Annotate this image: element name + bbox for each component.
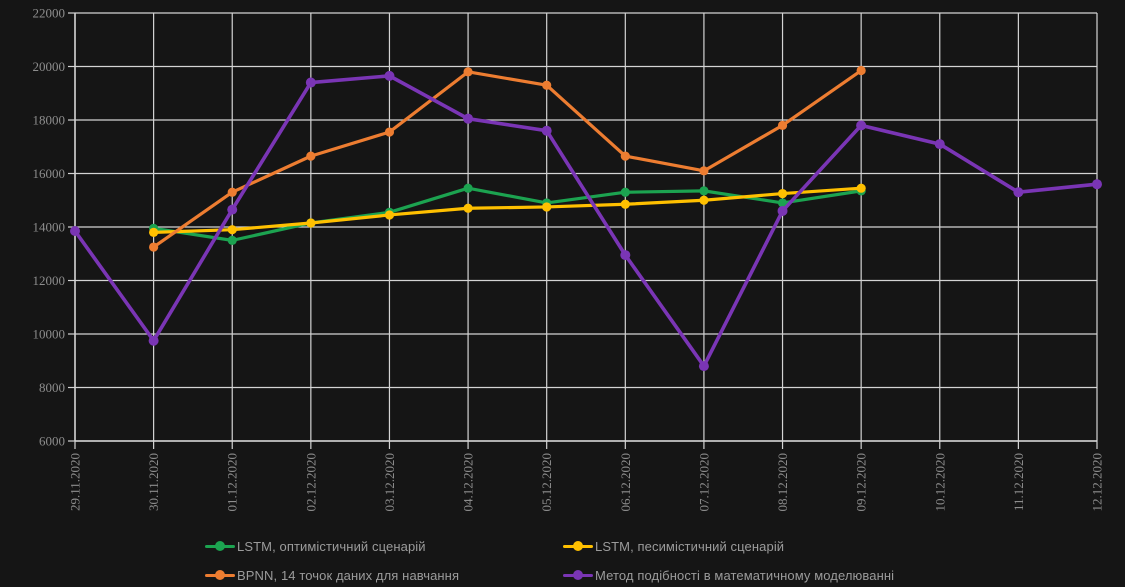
data-point-marker [856, 183, 866, 193]
x-axis-label: 30.11.2020 [146, 453, 161, 511]
data-point-marker [698, 361, 709, 372]
y-axis-label: 8000 [39, 380, 65, 395]
data-point-marker [699, 195, 709, 205]
x-axis-label: 01.12.2020 [225, 453, 240, 512]
x-axis-label: 07.12.2020 [696, 453, 711, 512]
x-axis-label: 04.12.2020 [461, 453, 476, 512]
line-chart-canvas: 6000 8000 10000 12000 14000 16000 18000 20000 22… [33, 6, 1105, 512]
data-point-marker [1092, 179, 1102, 190]
data-point-marker [856, 65, 866, 76]
y-axis-label: 14000 [33, 220, 66, 235]
data-point-marker [149, 227, 159, 237]
data-point-marker [227, 204, 238, 215]
data-point-marker [620, 187, 630, 197]
data-point-marker [777, 120, 788, 130]
legend-label: Метод подібності в математичному моделюв… [595, 567, 895, 583]
series-line-3 [73, 74, 1099, 368]
data-point-marker [384, 210, 395, 220]
data-point-marker [777, 205, 788, 216]
data-point-marker [463, 203, 473, 213]
data-point-marker [542, 80, 552, 90]
y-axis-label: 10000 [33, 327, 66, 342]
data-point-marker [149, 242, 159, 252]
legend-item-2: BPNN, 14 точок даних для навчання [205, 564, 563, 586]
data-point-marker [384, 70, 395, 81]
data-point-marker [620, 199, 630, 209]
x-axis-label: 29.11.2020 [68, 453, 83, 511]
x-axis-label: 12.12.2020 [1090, 453, 1105, 512]
data-point-marker [227, 225, 237, 235]
data-point-marker [777, 198, 788, 208]
series-line-2 [152, 68, 863, 249]
data-point-marker [306, 151, 316, 161]
x-axis-label: 06.12.2020 [618, 453, 633, 512]
data-point-marker [777, 188, 788, 199]
legend-item-1: LSTM, песимістичний сценарій [563, 535, 1075, 557]
x-axis-label: 05.12.2020 [539, 453, 554, 512]
data-point-marker [463, 113, 474, 124]
data-point-marker [856, 120, 867, 131]
data-point-marker [227, 235, 237, 245]
data-point-marker [305, 77, 316, 88]
data-point-marker [620, 250, 631, 261]
data-point-marker [463, 67, 473, 77]
data-point-marker [699, 166, 709, 176]
x-axis-label: 03.12.2020 [382, 453, 397, 512]
y-axis-label: 16000 [33, 166, 66, 181]
data-point-marker [463, 183, 473, 193]
legend-marker-icon [205, 570, 235, 580]
legend-marker-icon [563, 570, 593, 580]
data-point-marker [541, 125, 552, 136]
chart-legend: LSTM, оптимістичний сценарій LSTM, песимі… [205, 535, 1075, 586]
y-axis-label: 12000 [33, 273, 66, 288]
x-axis-label: 02.12.2020 [303, 453, 318, 512]
data-point-marker [306, 218, 316, 228]
x-axis-label: 08.12.2020 [775, 453, 790, 512]
legend-label: LSTM, оптимістичний сценарій [237, 538, 426, 554]
y-axis-label: 18000 [33, 113, 66, 128]
data-point-marker [148, 335, 159, 346]
legend-marker-icon [205, 541, 235, 551]
data-point-marker [542, 202, 552, 212]
data-point-marker [934, 139, 945, 150]
data-point-marker [1013, 187, 1024, 198]
y-axis-label: 22000 [33, 6, 66, 21]
legend-label: BPNN, 14 точок даних для навчання [237, 567, 460, 583]
y-axis-label: 6000 [39, 434, 65, 449]
x-axis-label: 11.12.2020 [1011, 453, 1026, 511]
data-point-marker [227, 187, 237, 197]
data-point-marker [384, 127, 395, 137]
legend-marker-icon [563, 541, 593, 551]
legend-item-0: LSTM, оптимістичний сценарій [205, 535, 563, 557]
y-axis-label: 20000 [33, 59, 66, 74]
data-point-marker [699, 186, 709, 196]
legend-label: LSTM, песимістичний сценарій [595, 538, 785, 554]
data-point-marker [70, 226, 80, 237]
legend-item-3: Метод подібності в математичному моделюв… [563, 564, 1075, 586]
x-axis-label: 09.12.2020 [854, 453, 869, 512]
series-line-1 [152, 186, 863, 234]
data-point-marker [620, 151, 630, 161]
x-axis-label: 10.12.2020 [932, 453, 947, 512]
